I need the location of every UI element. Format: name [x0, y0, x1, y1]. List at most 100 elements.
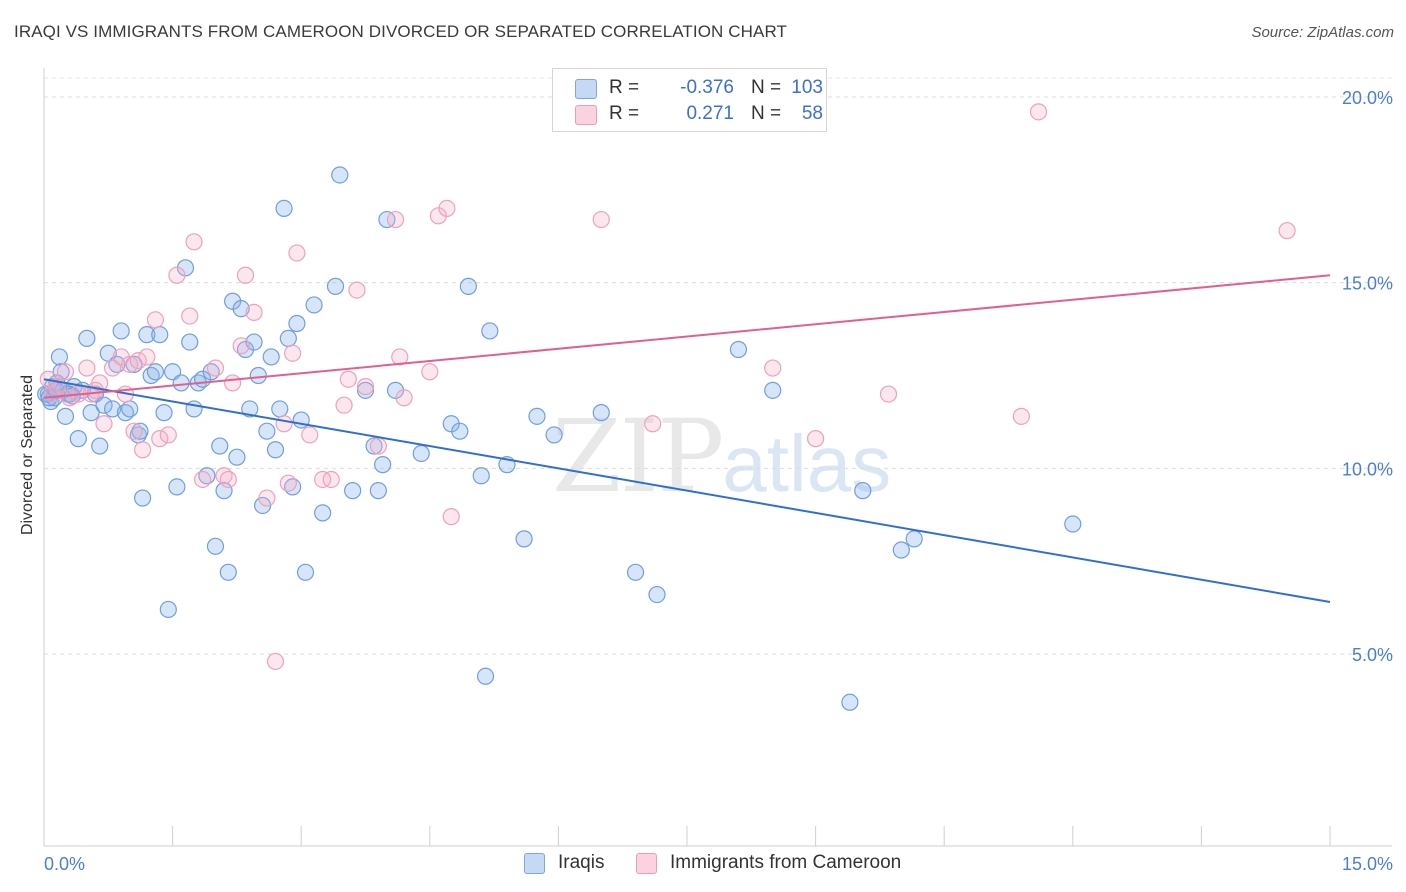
iraqis-point — [219, 563, 237, 581]
iraqis-point — [50, 348, 69, 366]
iraqis-point — [472, 467, 490, 485]
iraqis-point — [365, 437, 383, 455]
iraqis-point — [305, 296, 323, 314]
cameroon-point — [1278, 222, 1296, 240]
cameroon-point — [592, 210, 610, 229]
iraqis-point — [374, 456, 392, 474]
cameroon-point — [284, 344, 302, 362]
iraqis-point — [172, 374, 190, 392]
cameroon-point — [395, 389, 413, 407]
iraqis-point — [648, 585, 666, 604]
cameroon-point — [421, 363, 439, 381]
iraqis-point — [215, 482, 233, 500]
cameroon-point — [151, 430, 169, 448]
stats-legend: R = -0.376 N = 103 R = 0.271 N = 58 — [552, 68, 827, 132]
iraqis-point — [729, 340, 748, 359]
iraqis-point — [905, 530, 923, 548]
iraqis-point — [69, 430, 87, 448]
iraqis-point — [1064, 515, 1082, 533]
x-tick-label: 15.0% — [1342, 854, 1393, 874]
cameroon-point — [129, 352, 147, 370]
cameroon-point — [125, 422, 143, 440]
iraqis-point — [211, 437, 229, 455]
cameroon-point — [879, 385, 898, 403]
cameroon-point — [279, 474, 297, 492]
iraqis-point — [262, 348, 280, 366]
cameroon-point — [56, 363, 75, 381]
iraqis-point — [515, 530, 533, 548]
cameroon-point — [168, 266, 186, 284]
iraqis-trend-line — [43, 378, 1331, 603]
y-tick-label: 20.0% — [1342, 88, 1393, 108]
iraqis-point — [78, 329, 96, 347]
iraqis-point — [181, 333, 199, 351]
iraqis-swatch-icon — [575, 79, 597, 99]
cameroon-point — [185, 233, 203, 251]
iraqis-point — [121, 400, 139, 418]
cameroon-point — [442, 508, 460, 526]
n-label: N = — [751, 103, 782, 124]
cameroon-point — [95, 415, 113, 433]
iraqis-point — [545, 426, 563, 444]
cameroon-point — [266, 652, 285, 671]
cameroon-point — [159, 426, 177, 444]
iraqis-point — [82, 404, 100, 422]
r-value: 0.271 — [686, 103, 734, 124]
cameroon-point — [258, 489, 276, 507]
iraqis-point — [228, 448, 246, 466]
iraqis-point — [412, 444, 430, 463]
watermark-zip: ZIP — [552, 398, 724, 515]
cameroon-point — [391, 348, 409, 366]
cameroon-point — [232, 337, 250, 355]
cameroon-point — [356, 378, 375, 396]
cameroon-point — [288, 244, 306, 262]
r-label: R = — [609, 103, 640, 124]
iraqis-point — [326, 277, 345, 295]
cameroon-point — [335, 396, 353, 414]
iraqis-point — [476, 667, 495, 685]
legend-label-cameroon: Immigrants from Cameroon — [670, 852, 902, 873]
chart-title: IRAQI VS IMMIGRANTS FROM CAMEROON DIVORC… — [14, 22, 787, 41]
iraqis-point — [369, 482, 387, 500]
cameroon-point — [438, 199, 456, 217]
cameroon-point — [236, 266, 255, 284]
iraqis-legend-icon — [524, 853, 545, 874]
iraqis-point — [131, 422, 149, 440]
source-credit: Source: ZipAtlas.com — [1251, 24, 1394, 41]
cameroon-point — [301, 426, 319, 444]
iraqis-point — [592, 404, 610, 422]
iraqis-point — [133, 489, 152, 507]
iraqis-point — [103, 400, 122, 418]
iraqis-point — [279, 329, 297, 347]
cameroon-point — [206, 359, 225, 377]
iraqis-point — [146, 363, 165, 381]
iraqis-point — [356, 381, 375, 399]
iraqis-point — [249, 366, 267, 385]
iraqis-point — [459, 277, 477, 295]
iraqis-point — [168, 478, 186, 496]
cameroon-point — [194, 470, 212, 489]
cameroon-point — [1012, 407, 1030, 425]
cameroon-legend-icon — [636, 853, 657, 874]
y-tick-label: 15.0% — [1342, 274, 1393, 294]
cameroon-point — [1029, 103, 1048, 121]
iraqis-point — [288, 314, 306, 333]
watermark-atlas: atlas — [722, 419, 892, 508]
cameroon-point — [91, 374, 109, 392]
cameroon-point — [348, 281, 366, 299]
cameroon-point — [386, 210, 405, 229]
iraqis-point — [271, 400, 289, 418]
n-value: 103 — [791, 77, 823, 98]
iraqis-point — [451, 422, 469, 440]
cameroon-trend-line — [43, 274, 1331, 399]
iraqis-point — [841, 693, 859, 711]
iraqis-point — [626, 563, 645, 581]
iraqis-point — [892, 541, 910, 559]
iraqis-point — [854, 482, 872, 500]
y-tick-label: 5.0% — [1352, 645, 1393, 665]
cameroon-point — [806, 430, 825, 448]
r-value: -0.376 — [680, 77, 734, 98]
iraqis-point — [232, 300, 250, 318]
cameroon-point — [78, 359, 96, 377]
